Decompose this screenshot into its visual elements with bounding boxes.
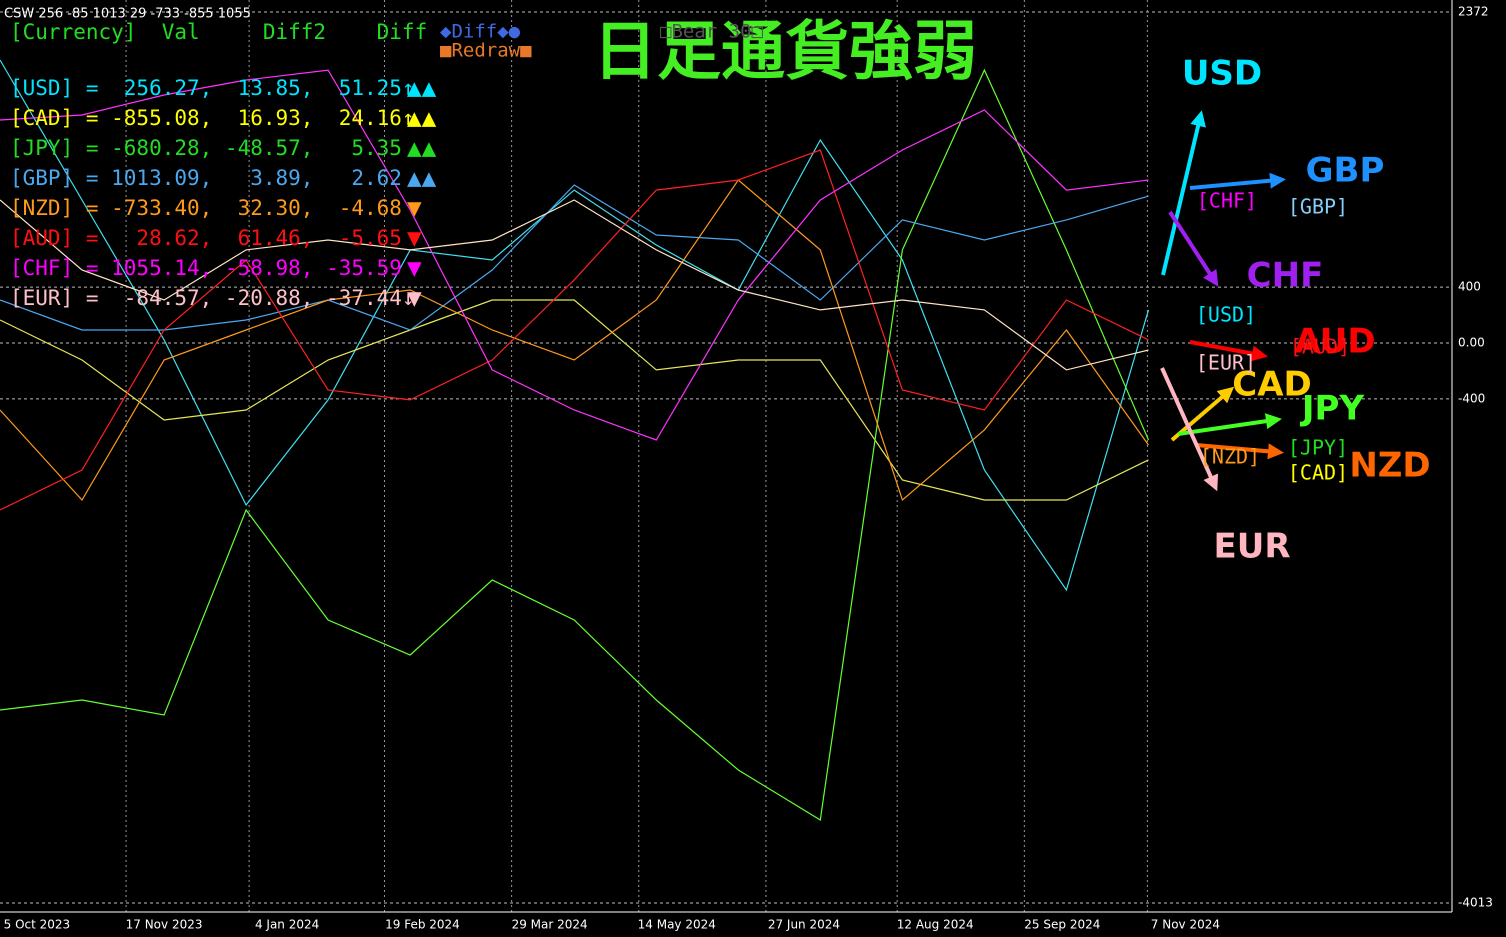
- y-tick-label: -400: [1458, 391, 1485, 405]
- panel-marks: ▲▲: [407, 138, 437, 160]
- strength-label: AUD: [1294, 322, 1375, 362]
- bracket-label: [GBP]: [1288, 195, 1348, 219]
- x-tick-label: 7 Nov 2024: [1151, 918, 1220, 932]
- y-tick-label: 2372: [1458, 5, 1489, 19]
- series-line: [0, 69, 1149, 441]
- arrow: [1160, 367, 1219, 492]
- arrow: [1189, 340, 1268, 362]
- x-tick-label: 5 Oct 2023: [4, 918, 71, 932]
- strength-label: EUR: [1213, 527, 1290, 567]
- x-tick-label: 14 May 2024: [638, 918, 716, 932]
- x-tick-label: 27 Jun 2024: [768, 918, 840, 932]
- x-tick-label: 12 Aug 2024: [897, 918, 974, 932]
- arrow: [1161, 110, 1206, 276]
- strength-label: GBP: [1306, 151, 1385, 191]
- chart-title: 日足通貨強弱: [593, 16, 977, 90]
- panel-row: [EUR] = -84.57, -20.88, -37.44↓: [10, 286, 415, 310]
- panel-row: [AUD] = 28.62, 61.46, -5.65: [10, 226, 402, 250]
- overlay: [Currency] Val Diff2 Diff ◆Diff◆●■Redraw■…: [10, 20, 1431, 567]
- arrow: [1177, 413, 1282, 436]
- series-line: [0, 199, 1149, 371]
- panel-marks: ▼: [407, 228, 422, 250]
- x-tick-label: 19 Feb 2024: [385, 918, 460, 932]
- bracket-label: [JPY]: [1288, 436, 1348, 460]
- panel-row: [GBP] = 1013.09, 3.89, 2.62: [10, 166, 402, 190]
- series-line: [0, 299, 1149, 501]
- panel-button: □Bear 30□: [660, 21, 764, 43]
- x-tick-label: 4 Jan 2024: [255, 918, 319, 932]
- x-tick-label: 25 Sep 2024: [1024, 918, 1100, 932]
- y-tick-label: -4013: [1458, 896, 1493, 910]
- panel-marks: ▲▲: [407, 78, 437, 100]
- y-tick-label: 400: [1458, 280, 1481, 294]
- panel-marks: ▲▲: [407, 108, 437, 130]
- strength-label: JPY: [1300, 389, 1365, 429]
- panel-marks: ▼: [407, 258, 422, 280]
- arrow: [1189, 172, 1286, 190]
- bracket-label: [EUR]: [1196, 351, 1256, 375]
- panel-header: [Currency] Val Diff2 Diff: [10, 20, 427, 44]
- series-line: [0, 184, 1149, 331]
- panel-marks: ▼: [407, 198, 422, 220]
- strength-label: CAD: [1232, 365, 1312, 405]
- bracket-label: [CHF]: [1197, 189, 1257, 213]
- bracket-label: [AUD]: [1290, 335, 1350, 359]
- panel-row: [NZD] = -733.40, 32.30, -4.68: [10, 196, 402, 220]
- panel-button: ■Redraw■: [440, 40, 532, 62]
- bracket-label: [CAD]: [1288, 461, 1348, 485]
- series-line: [0, 59, 1150, 592]
- arrows: [1160, 110, 1286, 492]
- panel-row: [CAD] = -855.08, 16.93, 24.16↑: [10, 106, 415, 130]
- lines: [0, 59, 1150, 821]
- bracket-label: [USD]: [1196, 303, 1256, 327]
- panel-marks: ▲▲: [407, 168, 437, 190]
- panel-row: [CHF] = 1055.14, -58.98, -35.59: [10, 256, 402, 280]
- bracket-label: [NZD]: [1200, 445, 1260, 469]
- x-tick-label: 17 Nov 2023: [126, 918, 203, 932]
- series-line: [0, 68, 1150, 821]
- panel-button: ◆Diff◆●: [440, 21, 521, 43]
- arrow: [1168, 210, 1219, 287]
- arrow: [1195, 443, 1284, 460]
- caption: CSW 256 -85 1013 29 -733 -855 1055: [4, 7, 251, 22]
- strength-label: NZD: [1349, 446, 1430, 486]
- strength-label: USD: [1182, 54, 1262, 94]
- strength-label: CHF: [1247, 256, 1324, 296]
- panel-row: [JPY] = -680.28, -48.57, 5.35: [10, 136, 402, 160]
- panel-row: [USD] = 256.27, 13.85, 51.25↑: [10, 76, 415, 100]
- x-tick-label: 29 Mar 2024: [512, 918, 588, 932]
- panel-marks: ▼: [407, 288, 422, 310]
- series-line: [0, 179, 1149, 502]
- series-line: [0, 149, 1149, 511]
- y-tick-label: 0.00: [1458, 336, 1485, 350]
